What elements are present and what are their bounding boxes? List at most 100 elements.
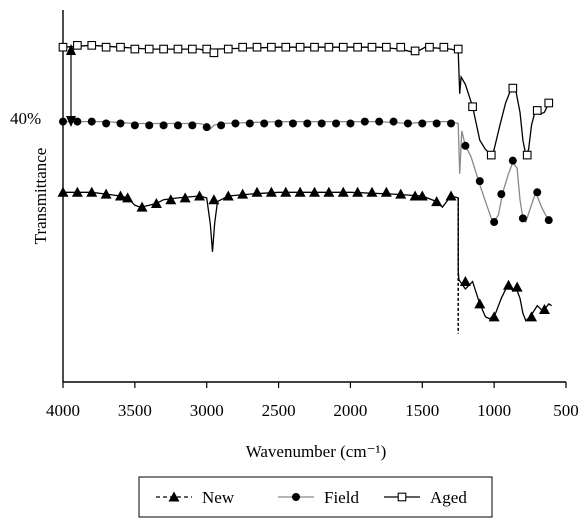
marker-field-0 xyxy=(59,117,67,126)
marker-new-14 xyxy=(251,186,263,197)
marker-aged-34 xyxy=(544,98,554,108)
marker-field-10 xyxy=(202,123,211,132)
marker-new-28 xyxy=(445,190,457,201)
scale-bar-arrow-bottom xyxy=(66,116,76,127)
marker-field-18 xyxy=(317,119,326,128)
marker-field-34 xyxy=(533,188,542,197)
marker-new-32 xyxy=(503,279,515,290)
marker-aged-14 xyxy=(252,42,262,52)
marker-new-5 xyxy=(122,192,134,203)
marker-aged-23 xyxy=(382,42,391,52)
marker-field-21 xyxy=(360,117,369,126)
marker-aged-33 xyxy=(532,106,542,115)
marker-aged-28 xyxy=(453,44,463,54)
marker-new-20 xyxy=(337,186,349,197)
marker-field-20 xyxy=(346,119,355,128)
marker-field-5 xyxy=(130,121,139,130)
marker-aged-17 xyxy=(295,42,305,52)
marker-field-12 xyxy=(231,119,240,128)
marker-new-6 xyxy=(136,201,148,212)
legend-label-field: Field xyxy=(324,488,359,507)
plot-area: 4000 3500 3000 2500 2000 1500 1000 500 xyxy=(46,10,579,420)
marker-field-32 xyxy=(508,156,517,165)
x-tick-label-3500: 3500 xyxy=(118,401,152,420)
x-tick-label-2500: 2500 xyxy=(262,401,296,420)
marker-aged-29 xyxy=(468,102,477,112)
marker-new-34 xyxy=(526,311,538,322)
marker-new-30 xyxy=(474,298,486,309)
legend-label-new: New xyxy=(202,488,235,507)
legend-label-aged: Aged xyxy=(430,488,467,507)
x-tick-label-4000: 4000 xyxy=(46,401,80,420)
marker-new-13 xyxy=(237,188,249,199)
series-line-aged xyxy=(62,44,553,158)
marker-field-35 xyxy=(544,216,553,225)
legend: New Field Aged xyxy=(138,476,493,518)
marker-new-26 xyxy=(416,190,428,201)
marker-new-8 xyxy=(165,194,177,205)
marker-aged-15 xyxy=(267,42,276,52)
marker-field-14 xyxy=(260,119,269,128)
legend-marker-new xyxy=(168,491,180,502)
marker-new-15 xyxy=(265,186,277,197)
marker-aged-24 xyxy=(396,42,406,52)
marker-aged-11 xyxy=(209,48,219,58)
marker-new-19 xyxy=(323,186,335,197)
marker-aged-1 xyxy=(73,40,82,50)
marker-field-2 xyxy=(87,117,96,126)
marker-new-9 xyxy=(179,192,191,203)
marker-field-13 xyxy=(245,119,254,128)
x-axis-label: Wavenumber (cm⁻¹) xyxy=(246,442,387,461)
x-tick-label-1000: 1000 xyxy=(477,401,511,420)
legend-marker-aged xyxy=(397,492,407,502)
marker-field-22 xyxy=(375,117,384,126)
marker-aged-18 xyxy=(310,42,319,52)
marker-field-9 xyxy=(188,121,197,130)
marker-new-17 xyxy=(294,186,306,197)
marker-aged-30 xyxy=(486,150,496,160)
marker-aged-16 xyxy=(281,42,291,52)
marker-aged-26 xyxy=(425,42,434,52)
marker-aged-8 xyxy=(173,44,183,54)
marker-new-3 xyxy=(100,188,112,199)
marker-new-1 xyxy=(71,186,83,197)
marker-field-23 xyxy=(389,117,398,126)
y-axis-label: Transmittance xyxy=(31,148,50,245)
marker-field-25 xyxy=(418,119,427,128)
marker-new-22 xyxy=(366,186,378,197)
marker-field-33 xyxy=(518,214,527,223)
marker-new-23 xyxy=(380,186,392,197)
marker-aged-27 xyxy=(439,42,449,52)
marker-aged-32 xyxy=(522,150,532,160)
series-lines-group xyxy=(62,44,553,334)
marker-field-19 xyxy=(332,119,341,128)
scale-bar xyxy=(66,44,76,127)
x-tick-label-1500: 1500 xyxy=(405,401,439,420)
x-tick-label-2000: 2000 xyxy=(333,401,367,420)
marker-field-7 xyxy=(159,121,168,130)
marker-field-3 xyxy=(102,119,111,128)
marker-field-28 xyxy=(461,141,470,150)
marker-aged-2 xyxy=(87,40,97,50)
marker-aged-21 xyxy=(353,42,362,52)
marker-field-27 xyxy=(447,119,456,128)
marker-field-29 xyxy=(475,177,484,186)
marker-field-26 xyxy=(432,119,441,128)
marker-aged-13 xyxy=(238,42,247,52)
series-line-field xyxy=(63,120,552,224)
series-markers-group xyxy=(57,40,554,322)
marker-field-31 xyxy=(497,190,506,199)
marker-aged-6 xyxy=(144,44,154,54)
marker-aged-19 xyxy=(324,42,334,52)
marker-field-4 xyxy=(116,119,125,128)
marker-aged-12 xyxy=(223,44,233,54)
marker-aged-10 xyxy=(202,44,212,54)
marker-aged-20 xyxy=(338,42,348,52)
marker-new-35 xyxy=(538,303,550,314)
scale-annotation: 40% xyxy=(10,109,41,128)
marker-aged-7 xyxy=(159,44,168,54)
marker-field-1 xyxy=(73,117,82,126)
marker-new-31 xyxy=(488,311,500,322)
marker-new-18 xyxy=(309,186,320,197)
